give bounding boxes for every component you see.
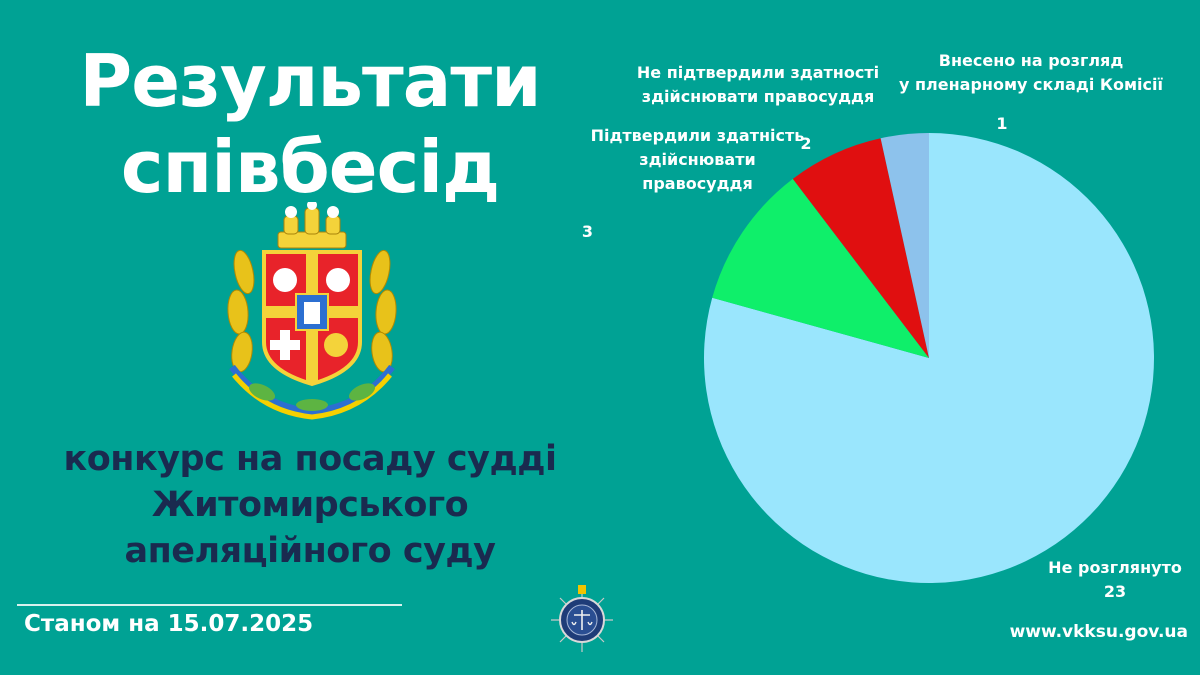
- footer-divider: [17, 604, 402, 606]
- pie-label-3-line-0: Внесено на розгляд: [938, 51, 1124, 70]
- pie-label-2: Не підтвердили здатності здійснювати прав…: [633, 61, 883, 109]
- pie-label-0: Не розглянуто 23: [1025, 556, 1200, 604]
- pie-label-2-line-0: Не підтвердили здатності: [636, 63, 880, 82]
- zhytomyr-oblast-coat-of-arms-icon: [227, 202, 397, 420]
- pie-label-1-line-2: правосуддя: [642, 174, 753, 193]
- pie-label-1: Підтвердили здатність здійснювати правосуд…: [580, 124, 815, 196]
- pie-label-3-line-1: у пленарному складі Комісії: [899, 75, 1163, 94]
- pie-label-1-line-1: здійснювати: [639, 150, 756, 169]
- pie-label-2-line-1: здійснювати правосуддя: [641, 87, 875, 106]
- pie-value-1: 3: [581, 222, 594, 241]
- pie-value-2: 2: [800, 134, 812, 153]
- hqcj-seal-icon: [551, 585, 613, 652]
- pie-label-3: Внесено на розгляд у пленарному складі Ко…: [886, 49, 1176, 97]
- pie-value-0: 23: [1103, 582, 1127, 601]
- pie-slice-3: [880, 133, 929, 358]
- pie-slice-2: [792, 138, 929, 358]
- page-title-line1: Результати: [79, 39, 541, 123]
- website-link[interactable]: www.vkksu.gov.ua: [1009, 622, 1188, 642]
- contest-description: конкурс на посаду судді Житомирського ап…: [30, 436, 590, 574]
- contest-description-line3: апеляційного суду: [124, 531, 497, 571]
- page-title-line2: співбесід: [120, 125, 500, 209]
- pie-label-0-line-0: Не розглянуто: [1048, 558, 1182, 577]
- status-date: Станом на 15.07.2025: [24, 611, 314, 637]
- contest-description-line2: Житомирського: [151, 485, 469, 525]
- pie-slice-1: [712, 178, 929, 358]
- page-title: Результати співбесід: [40, 38, 580, 210]
- contest-description-line1: конкурс на посаду судді: [63, 439, 557, 479]
- pie-label-1-line-0: Підтвердили здатність: [590, 126, 805, 145]
- pie-value-3: 1: [996, 114, 1008, 133]
